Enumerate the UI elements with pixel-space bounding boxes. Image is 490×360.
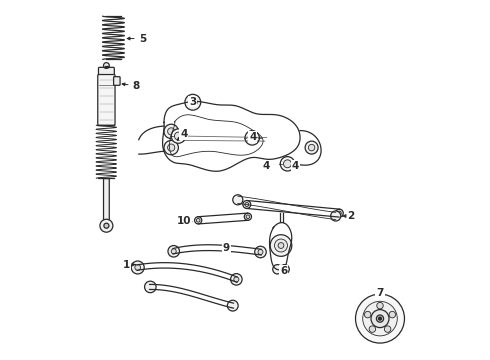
Circle shape — [308, 144, 315, 151]
Circle shape — [365, 311, 371, 318]
Text: 5: 5 — [139, 33, 146, 44]
Circle shape — [284, 160, 292, 168]
Circle shape — [234, 277, 239, 282]
Circle shape — [103, 63, 109, 68]
Circle shape — [384, 326, 391, 332]
Circle shape — [363, 301, 397, 336]
Text: 9: 9 — [223, 243, 230, 253]
Circle shape — [195, 217, 202, 224]
Circle shape — [379, 317, 381, 320]
Circle shape — [100, 219, 113, 232]
Circle shape — [245, 202, 249, 206]
Circle shape — [246, 215, 250, 219]
Circle shape — [280, 265, 289, 274]
Circle shape — [377, 302, 383, 309]
FancyBboxPatch shape — [103, 179, 109, 222]
Circle shape — [191, 100, 195, 104]
Circle shape — [258, 249, 263, 255]
Text: 4: 4 — [249, 132, 257, 142]
Circle shape — [389, 311, 395, 318]
Text: 4: 4 — [180, 129, 188, 139]
Circle shape — [164, 140, 178, 155]
Circle shape — [245, 131, 259, 145]
Circle shape — [164, 124, 178, 139]
Circle shape — [245, 213, 251, 220]
Circle shape — [356, 294, 404, 343]
Circle shape — [171, 129, 186, 143]
Circle shape — [278, 243, 284, 248]
Circle shape — [248, 134, 256, 142]
Circle shape — [371, 310, 389, 328]
FancyBboxPatch shape — [98, 67, 114, 77]
Circle shape — [274, 239, 288, 252]
Circle shape — [104, 223, 109, 228]
Circle shape — [369, 326, 376, 332]
Text: 10: 10 — [176, 216, 191, 226]
Text: 7: 7 — [376, 288, 384, 298]
Circle shape — [196, 219, 200, 222]
Text: 4: 4 — [263, 161, 270, 171]
Circle shape — [331, 211, 341, 221]
Text: 6: 6 — [280, 266, 288, 276]
Circle shape — [231, 274, 242, 285]
Text: 1: 1 — [123, 260, 130, 270]
Circle shape — [185, 94, 201, 110]
Circle shape — [243, 201, 251, 208]
Circle shape — [168, 128, 175, 135]
Text: 4: 4 — [292, 161, 299, 171]
Circle shape — [376, 315, 384, 322]
Circle shape — [255, 246, 266, 258]
Circle shape — [227, 300, 238, 311]
Circle shape — [168, 246, 179, 257]
Text: 3: 3 — [189, 96, 196, 107]
Circle shape — [335, 209, 343, 217]
Circle shape — [189, 98, 197, 107]
Circle shape — [135, 265, 141, 270]
Circle shape — [280, 157, 294, 171]
Circle shape — [171, 249, 176, 254]
Circle shape — [233, 195, 243, 205]
FancyBboxPatch shape — [98, 75, 115, 125]
Text: 8: 8 — [133, 81, 140, 91]
Circle shape — [168, 144, 175, 151]
Circle shape — [337, 211, 342, 215]
Circle shape — [174, 132, 182, 140]
Circle shape — [305, 141, 318, 154]
FancyBboxPatch shape — [114, 77, 120, 85]
Circle shape — [270, 235, 292, 256]
Circle shape — [273, 265, 282, 274]
Text: 2: 2 — [347, 211, 355, 221]
Circle shape — [131, 261, 144, 274]
Circle shape — [145, 281, 156, 293]
